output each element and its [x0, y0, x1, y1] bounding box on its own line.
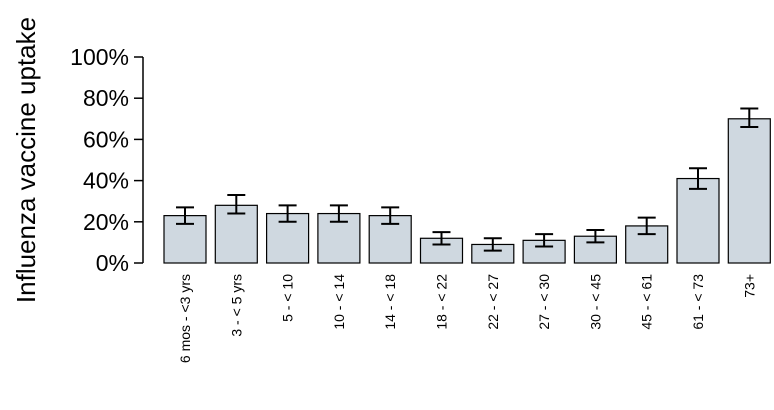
y-tick-label: 20% [83, 209, 129, 235]
x-tick-label: 61 - < 73 [690, 274, 706, 330]
error-bar [278, 204, 297, 223]
error-bar [176, 206, 194, 225]
x-tick-label: 10 - < 14 [331, 274, 347, 330]
y-axis-label: Influenza vaccine uptake [11, 17, 41, 303]
x-axis-tick-labels: 6 mos - <3 yrs 3 - < 5 yrs 5 - < 10 10 - < … [177, 274, 757, 363]
x-tick-label: 30 - < 45 [587, 274, 603, 330]
bars [163, 118, 771, 264]
bar [214, 204, 258, 264]
error-bar [637, 216, 656, 236]
error-bars [176, 107, 759, 252]
x-tick-label: 22 - < 27 [485, 274, 501, 330]
error-bar [227, 194, 246, 215]
error-bar [432, 231, 451, 246]
y-tick-label: 80% [83, 85, 129, 111]
x-tick-label: 3 - < 5 yrs [228, 274, 244, 337]
error-bar [483, 237, 502, 252]
x-tick-label: 6 mos - <3 yrs [177, 274, 193, 363]
error-bar [689, 167, 707, 190]
error-bar [586, 229, 605, 244]
x-tick-label: 73+ [741, 274, 757, 298]
x-tick-label: 27 - < 30 [536, 274, 552, 330]
x-tick-label: 14 - < 18 [382, 274, 398, 330]
x-tick-label: 45 - < 61 [639, 274, 655, 330]
x-tick-label: 18 - < 22 [434, 274, 450, 330]
y-tick-label: 100% [70, 44, 129, 70]
error-bar [535, 233, 554, 248]
y-tick-label: 40% [83, 168, 129, 194]
bar [676, 177, 720, 264]
error-bar [381, 206, 400, 225]
y-axis: 0% 20% 40% 60% 80% 100% [70, 44, 144, 276]
y-tick-label: 60% [83, 126, 129, 152]
error-bar [740, 107, 759, 129]
x-tick-label: 5 - < 10 [280, 274, 296, 322]
error-bar [329, 204, 348, 223]
bar [727, 118, 771, 264]
y-tick-label: 0% [96, 250, 129, 276]
